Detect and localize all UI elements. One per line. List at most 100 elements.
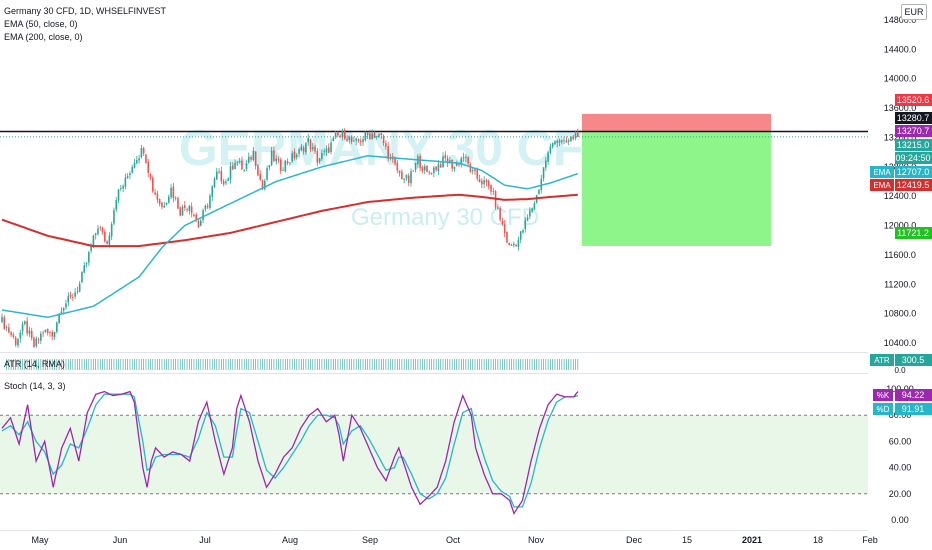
price-badge-text: 13520.6 — [897, 95, 930, 105]
stoch-tick-label: 20.00 — [889, 489, 912, 499]
candle-body — [85, 262, 88, 264]
candle-body — [549, 146, 552, 153]
stoch-tag-text: %D — [877, 405, 890, 414]
candle-body — [421, 167, 424, 172]
candle-body — [401, 171, 403, 180]
price-badge-text: 11721.2 — [897, 228, 929, 238]
candle-body — [485, 180, 488, 183]
candle-body — [238, 160, 241, 163]
candle-body — [551, 143, 554, 147]
candle-body — [69, 294, 72, 297]
price-badge-text: 12419.5 — [897, 180, 930, 190]
candle-body — [423, 166, 426, 171]
candle-body — [430, 172, 433, 175]
stoch-tick-label: 80.00 — [889, 410, 912, 420]
candle-body — [172, 186, 175, 198]
ema-tag-bg — [870, 166, 894, 178]
candle-body — [76, 291, 79, 292]
candle-body — [311, 147, 314, 150]
candle-body — [168, 196, 170, 203]
candle-body — [261, 180, 264, 190]
price-badge-text: 09:24:50 — [895, 153, 930, 163]
candle-body — [129, 173, 131, 176]
price-badge-text: 12707.0 — [897, 167, 930, 177]
stoch-value-text: 94.22 — [902, 390, 925, 400]
candle-body — [362, 139, 364, 143]
candle-body — [241, 160, 243, 170]
candle-body — [289, 162, 291, 164]
candle-body — [101, 228, 104, 232]
candle-body — [439, 164, 442, 168]
candle-body — [327, 147, 330, 153]
candle-body — [469, 164, 472, 172]
candle-body — [229, 166, 232, 180]
candle-body — [136, 160, 138, 164]
candle-body — [275, 158, 277, 162]
candle-body — [483, 180, 485, 185]
price-badge-bg — [895, 139, 932, 151]
time-tick-label: Feb — [862, 535, 878, 545]
candle-body — [364, 132, 367, 141]
candle-body — [106, 241, 108, 244]
candle-body — [359, 140, 362, 142]
price-tick-label: 13200.0 — [884, 132, 917, 142]
candle-body — [433, 167, 435, 173]
candle-body — [385, 143, 387, 147]
candle-body — [46, 328, 49, 333]
ema-tag-text: EMA — [873, 168, 891, 177]
candle-body — [236, 162, 239, 164]
candle-body — [387, 146, 389, 159]
candle-body — [426, 165, 428, 172]
candle-body — [435, 166, 437, 171]
candle-body — [410, 171, 412, 184]
candle-body — [467, 157, 469, 164]
stoch-tag-bg — [873, 403, 893, 415]
candle-body — [170, 187, 172, 198]
price-badge-bg — [895, 112, 932, 124]
currency-button[interactable]: EUR — [901, 4, 927, 20]
candle-body — [190, 206, 193, 214]
candle-body — [474, 169, 476, 172]
time-tick-label: Oct — [446, 535, 461, 545]
candle-body — [259, 174, 262, 180]
candle-body — [62, 307, 65, 311]
candle-body — [373, 133, 376, 139]
price-badge-bg — [895, 152, 932, 164]
candle-body — [318, 158, 321, 162]
candle-body — [542, 167, 545, 179]
candle-body — [124, 177, 127, 187]
candle-body — [490, 184, 492, 192]
candle-body — [44, 329, 47, 332]
candle-body — [220, 171, 223, 182]
candle-body — [337, 132, 339, 136]
candle-body — [188, 205, 191, 211]
candle-body — [270, 150, 273, 166]
candle-body — [369, 133, 371, 140]
candle-body — [353, 140, 355, 142]
candle-body — [293, 151, 296, 159]
price-badge-bg — [895, 94, 932, 106]
price-badge-bg — [895, 179, 932, 191]
candle-body — [202, 210, 204, 221]
candle-body — [567, 140, 570, 142]
candle-body — [556, 140, 559, 143]
candle-body — [538, 189, 540, 194]
atr-legend: ATR (14, RMA) — [4, 359, 65, 369]
stoch-tick-label: 0.00 — [891, 515, 909, 525]
candle-body — [120, 188, 122, 190]
candle-body — [449, 160, 451, 162]
candle-body — [547, 152, 549, 162]
candle-body — [206, 205, 209, 208]
candle-body — [152, 177, 154, 192]
candle-body — [499, 207, 501, 220]
price-badge-text: 13270.7 — [897, 126, 930, 136]
price-tick-label: 11200.0 — [884, 279, 916, 289]
candle-body — [492, 191, 495, 192]
candle-body — [478, 179, 481, 183]
candle-body — [179, 207, 182, 216]
candle-body — [341, 130, 344, 138]
candle-body — [227, 178, 230, 181]
candle-body — [513, 243, 515, 246]
candle-body — [378, 134, 380, 137]
